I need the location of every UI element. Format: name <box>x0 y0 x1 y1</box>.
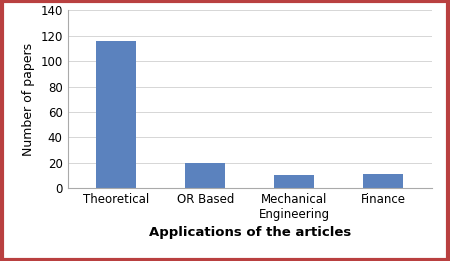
X-axis label: Applications of the articles: Applications of the articles <box>148 226 351 239</box>
Bar <box>363 174 403 188</box>
Bar <box>274 175 314 188</box>
Bar <box>96 41 136 188</box>
Y-axis label: Number of papers: Number of papers <box>22 43 35 156</box>
Bar <box>185 163 225 188</box>
